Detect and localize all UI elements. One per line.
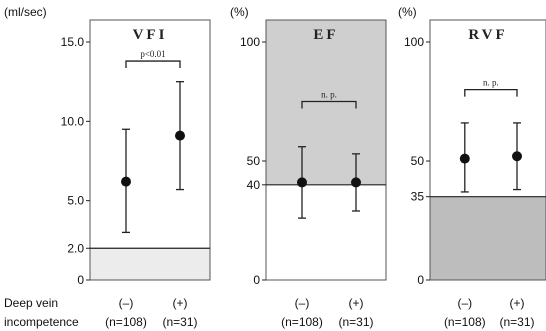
category-n-label: (n=108) [105, 315, 147, 329]
panel-title: VFI [133, 27, 168, 43]
shaded-region [266, 20, 386, 185]
mean-point [297, 177, 307, 188]
panel-title: RVF [468, 27, 507, 43]
category-sign-label: (–) [119, 296, 134, 310]
category-sign-label: (–) [295, 296, 310, 310]
y-tick-label: 35 [411, 190, 425, 204]
y-tick-label: 40 [247, 178, 261, 192]
category-n-label: (n=31) [162, 315, 197, 329]
shaded-region [90, 248, 210, 280]
category-n-label: (n=108) [281, 315, 323, 329]
mean-point [459, 153, 470, 164]
y-tick-label: 5.0 [67, 194, 84, 208]
mean-point [512, 151, 522, 162]
category-sign-label: (+) [349, 296, 364, 310]
category-n-label: (n=108) [444, 315, 486, 329]
y-axis-label: (ml/sec) [4, 5, 47, 19]
y-tick-label: 2.0 [67, 241, 84, 255]
mean-point [121, 176, 131, 187]
y-tick-label: 100 [404, 35, 424, 49]
significance-label: p<0.01 [140, 49, 165, 59]
plot-frame [89, 19, 211, 281]
y-tick-label: 10.0 [61, 114, 85, 128]
significance-label: n. p. [321, 90, 337, 100]
panel-2: (%) 0 40 50 100 EF n. p. (–) (n=108) (+) (n=31) [230, 5, 387, 329]
y-tick-label: 0 [417, 273, 424, 287]
significance-bracket [464, 88, 518, 97]
category-sign-label: (+) [173, 296, 188, 310]
significance-label: n. p. [483, 78, 499, 88]
y-tick-label: 50 [247, 154, 261, 168]
panel-3: (%) 0 35 50 100 RVF n. p. (–) (n=108) (+) (n=31) [398, 5, 546, 329]
y-tick-label: 15.0 [61, 35, 85, 49]
panel-title: EF [313, 27, 338, 43]
y-tick-label: 0 [77, 273, 84, 287]
shaded-region [430, 196, 546, 280]
mean-point [351, 177, 361, 188]
significance-bracket [301, 100, 357, 109]
category-n-label: (n=31) [338, 315, 373, 329]
category-n-label: (n=31) [499, 315, 534, 329]
y-tick-label: 100 [240, 35, 260, 49]
y-axis-label: (%) [398, 5, 417, 19]
y-axis-label: (%) [230, 5, 249, 19]
y-tick-label: 0 [253, 273, 260, 287]
panel-1: (ml/sec) 0 2.0 5.0 10.0 15.0 VFI p<0.01 (–) (n=10… [4, 5, 211, 329]
plot-frame [429, 19, 546, 281]
y-tick-label: 50 [411, 154, 425, 168]
plot-frame [265, 19, 387, 281]
row-label-incompetence: incompetence [4, 315, 79, 329]
significance-bracket [125, 60, 181, 69]
category-sign-label: (–) [457, 296, 472, 310]
mean-point [175, 130, 185, 141]
row-label-deep-vein: Deep vein [4, 296, 58, 310]
category-sign-label: (+) [510, 296, 525, 310]
